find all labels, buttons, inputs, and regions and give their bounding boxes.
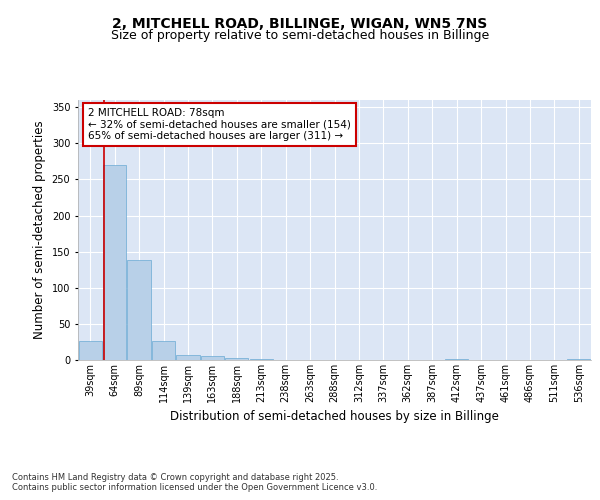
Y-axis label: Number of semi-detached properties: Number of semi-detached properties	[33, 120, 46, 340]
X-axis label: Distribution of semi-detached houses by size in Billinge: Distribution of semi-detached houses by …	[170, 410, 499, 424]
Bar	[176, 355, 200, 360]
Bar	[250, 358, 273, 360]
Text: Contains HM Land Registry data © Crown copyright and database right 2025.
Contai: Contains HM Land Registry data © Crown c…	[12, 473, 377, 492]
Text: 2 MITCHELL ROAD: 78sqm
← 32% of semi-detached houses are smaller (154)
65% of se: 2 MITCHELL ROAD: 78sqm ← 32% of semi-det…	[88, 108, 351, 141]
Bar	[79, 341, 102, 360]
Bar	[567, 358, 590, 360]
Bar	[201, 356, 224, 360]
Text: 2, MITCHELL ROAD, BILLINGE, WIGAN, WN5 7NS: 2, MITCHELL ROAD, BILLINGE, WIGAN, WN5 7…	[112, 18, 488, 32]
Bar	[152, 340, 175, 360]
Bar	[445, 358, 468, 360]
Bar	[103, 165, 126, 360]
Text: Size of property relative to semi-detached houses in Billinge: Size of property relative to semi-detach…	[111, 29, 489, 42]
Bar	[225, 358, 248, 360]
Bar	[127, 260, 151, 360]
